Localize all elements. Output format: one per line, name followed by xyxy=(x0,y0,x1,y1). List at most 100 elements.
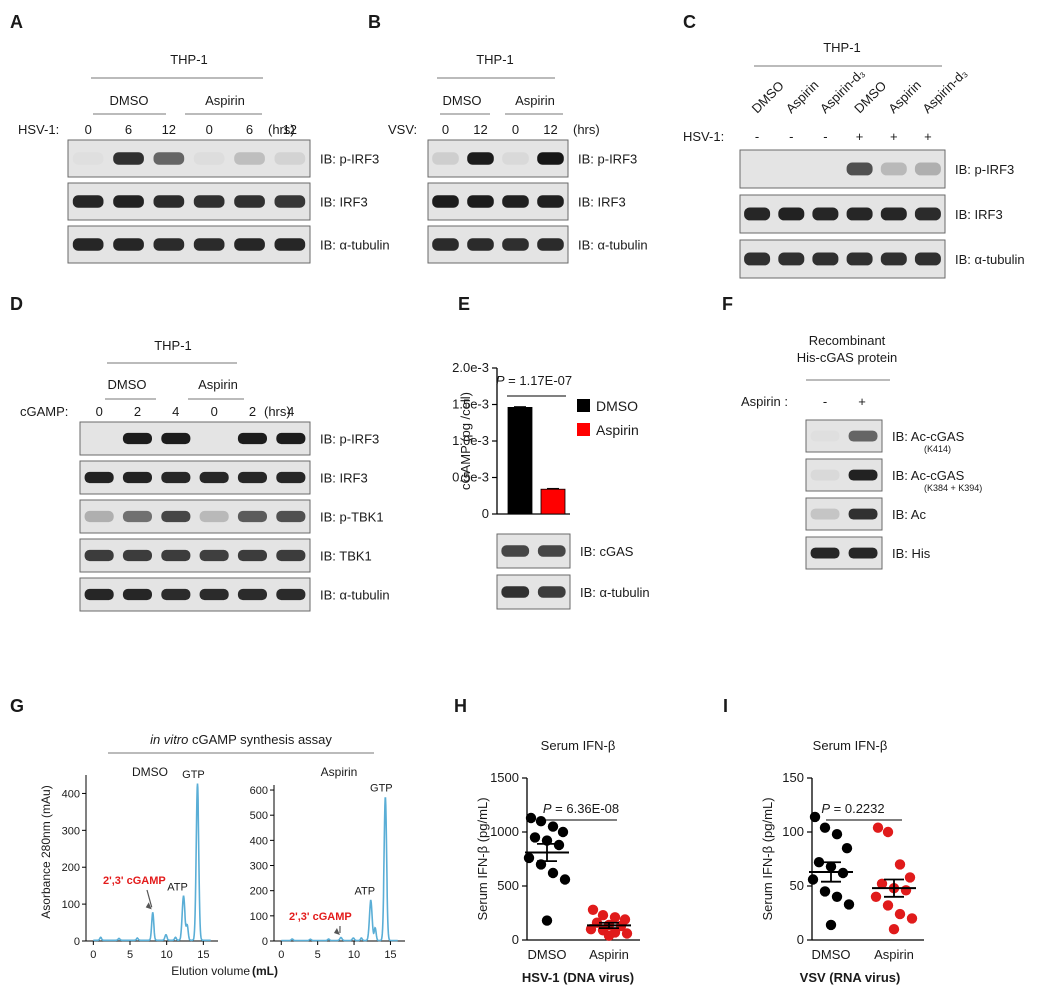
blot-band xyxy=(537,195,564,208)
panel-title: His-cGAS protein xyxy=(797,350,897,365)
blot-band xyxy=(880,207,907,221)
blot-band xyxy=(810,547,840,559)
blot-sublabel: (K384 + K394) xyxy=(924,483,982,493)
x-tick-label: 15 xyxy=(197,949,209,961)
x-tick-label: 0 xyxy=(278,949,284,961)
legend-label: Aspirin xyxy=(596,422,639,438)
p-value-text: = 1.17E-07 xyxy=(505,373,573,388)
legend-swatch xyxy=(577,399,590,412)
blot-label: IB: Ac-cGAS xyxy=(892,468,965,483)
y-axis-label: cGAMP (pg /cell) xyxy=(458,392,473,490)
y-tick-label: 0 xyxy=(74,936,80,948)
y-axis-label: Asorbance 280nm (mAu) xyxy=(39,785,53,918)
data-point xyxy=(813,857,825,868)
data-point xyxy=(876,878,888,889)
panel-letter-f: F xyxy=(722,294,733,314)
data-point xyxy=(872,822,884,833)
blot-band xyxy=(113,195,144,208)
blot-label: IB: α-tubulin xyxy=(955,252,1025,267)
blot-band xyxy=(467,238,494,251)
y-axis-label: Serum IFN-β (pg/mL) xyxy=(760,797,775,920)
data-point xyxy=(587,904,599,915)
treatment-label: HSV-1: xyxy=(683,129,724,144)
blot-band xyxy=(778,207,805,221)
group-label: DMSO xyxy=(110,93,149,108)
plot-title: Serum IFN-β xyxy=(813,738,888,753)
column-label: Aspirin-d₃ xyxy=(919,65,970,116)
group-label: Aspirin xyxy=(198,377,238,392)
sign-label: - xyxy=(823,394,827,409)
y-tick-label: 0 xyxy=(797,932,804,947)
panel-letter-h: H xyxy=(454,696,467,716)
peak-label-atp: ATP xyxy=(167,882,188,894)
blot-band xyxy=(153,152,185,165)
blot-band xyxy=(113,238,144,251)
peak-label-gtp: GTP xyxy=(182,769,205,781)
legend-label: DMSO xyxy=(596,398,638,414)
blot-band xyxy=(467,152,494,165)
group-label: DMSO xyxy=(443,93,482,108)
time-label: 0 xyxy=(211,404,218,419)
blot-band xyxy=(199,549,229,562)
blot-band xyxy=(848,547,878,559)
unit-label: (hrs) xyxy=(573,122,600,137)
blot-label: IB: p-IRF3 xyxy=(320,152,379,167)
blot-stack-C: IB: p-IRF3 IB: IRF3 IB: α-tubulin xyxy=(739,149,1025,279)
blot-label: IB: p-IRF3 xyxy=(320,432,379,447)
blot-band xyxy=(84,588,114,601)
blot-band xyxy=(914,207,941,221)
panel-letter-e: E xyxy=(458,294,470,314)
data-point xyxy=(603,930,615,941)
time-label: 12 xyxy=(162,122,176,137)
data-point xyxy=(819,886,831,897)
time-label: 12 xyxy=(283,122,297,137)
cgamp-arrow xyxy=(146,889,153,908)
category-label: Aspirin xyxy=(589,947,629,962)
y-axis-label: Serum IFN-β (pg/mL) xyxy=(475,797,490,920)
blot-band xyxy=(778,252,805,266)
y-tick-label: 1.0e-3 xyxy=(452,433,489,448)
blot-band xyxy=(122,549,152,562)
chromatogram-trace xyxy=(93,783,211,942)
blot-band xyxy=(914,252,941,266)
x-tick-label: 5 xyxy=(127,949,133,961)
blot-label: IB: Ac-cGAS xyxy=(892,429,965,444)
legend-swatch xyxy=(577,423,590,436)
blot-band xyxy=(161,549,191,562)
y-tick-label: 500 xyxy=(497,878,519,893)
data-point xyxy=(843,899,855,910)
sign-label: + xyxy=(858,394,866,409)
sign-label: - xyxy=(789,129,793,144)
y-tick-label: 400 xyxy=(62,788,80,800)
blot-band xyxy=(122,510,152,523)
chromatogram-trace xyxy=(281,797,398,942)
data-point xyxy=(906,913,918,924)
time-label: 0 xyxy=(512,122,519,137)
p-value-label: P = 0.2232 xyxy=(821,801,884,816)
y-tick-label: 300 xyxy=(250,861,268,873)
x-tick-label: 10 xyxy=(348,949,360,961)
category-label: DMSO xyxy=(528,947,567,962)
data-point xyxy=(841,843,853,854)
data-point xyxy=(894,859,906,870)
blot-label: IB: p-IRF3 xyxy=(955,162,1014,177)
blot-membrane xyxy=(739,239,946,279)
y-tick-label: 0 xyxy=(512,932,519,947)
subplot-title: DMSO xyxy=(132,765,168,779)
data-point xyxy=(529,832,541,843)
assay-title: in vitro cGAMP synthesis assay xyxy=(150,732,332,747)
blot-band xyxy=(276,588,306,601)
unit-label: (hrs) xyxy=(268,122,295,137)
treatment-label: VSV: xyxy=(388,122,417,137)
y-tick-label: 100 xyxy=(782,824,804,839)
blot-band xyxy=(744,207,771,221)
blot-band xyxy=(161,510,191,523)
group-label: Aspirin xyxy=(515,93,555,108)
blot-band xyxy=(811,431,840,442)
treatment-label: cGAMP: xyxy=(20,404,68,419)
x-axis-unit: (mL) xyxy=(252,964,278,978)
data-point xyxy=(535,816,547,827)
blot-band xyxy=(501,586,530,598)
